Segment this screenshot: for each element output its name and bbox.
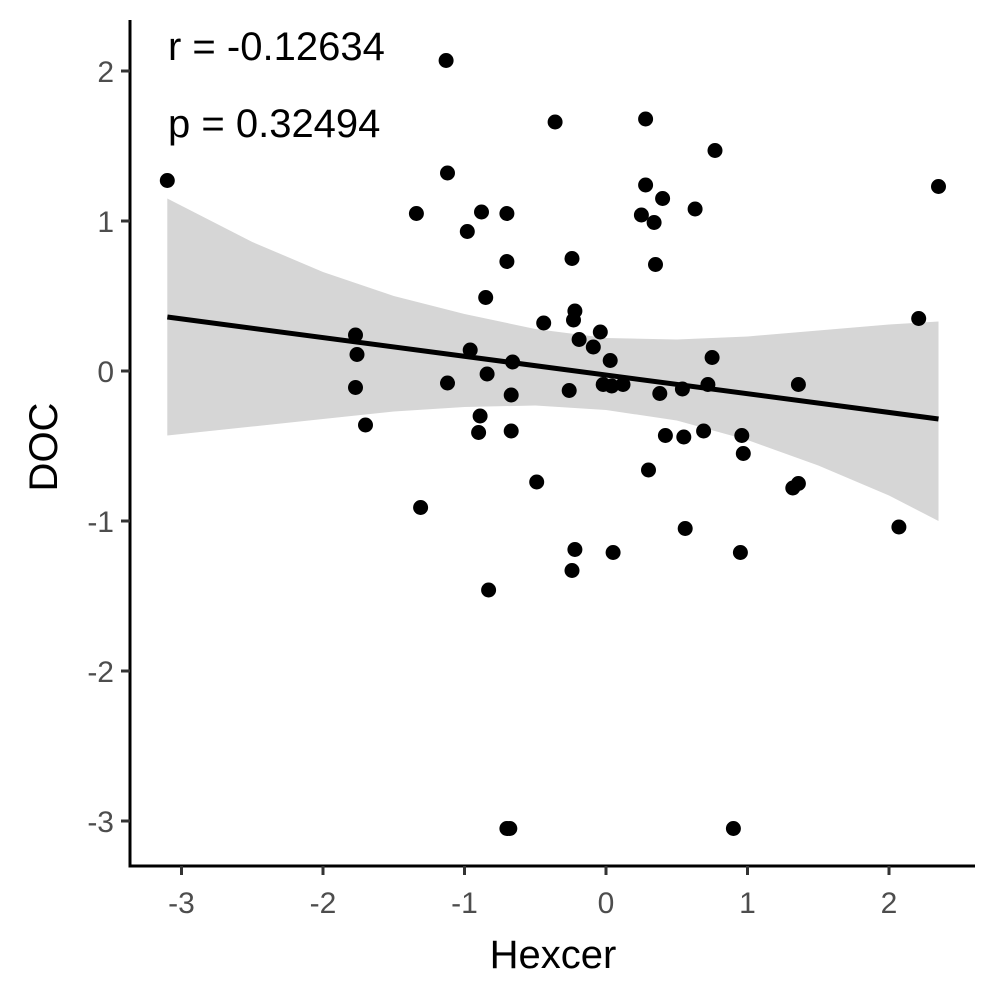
data-point	[564, 251, 580, 266]
data-point	[536, 315, 552, 331]
data-point	[592, 324, 608, 340]
data-point	[440, 375, 455, 391]
data-point	[790, 377, 806, 392]
y-axis-title: DOC	[22, 403, 66, 492]
data-point	[655, 191, 671, 206]
x-tick-label: -1	[451, 887, 478, 920]
data-point	[566, 312, 581, 328]
data-point	[641, 462, 656, 478]
data-point	[571, 332, 587, 347]
data-point	[657, 428, 673, 443]
data-point	[499, 206, 515, 221]
data-point	[648, 257, 663, 272]
data-point	[547, 114, 563, 130]
data-point	[704, 350, 720, 365]
regression-line-layer	[167, 314, 939, 422]
data-point	[602, 353, 618, 368]
correlation-r-label: r = -0.12634	[168, 25, 385, 69]
y-tick-label: -1	[87, 506, 114, 539]
data-point	[615, 377, 631, 392]
data-point	[585, 339, 601, 355]
data-point	[348, 380, 363, 395]
data-point	[471, 425, 487, 440]
regression-line	[167, 314, 939, 422]
data-point	[440, 165, 455, 181]
data-point	[676, 429, 692, 445]
data-point	[499, 821, 515, 836]
data-point	[638, 111, 654, 127]
x-tick-label: 0	[598, 887, 615, 920]
data-point	[931, 179, 946, 194]
data-point	[474, 204, 489, 220]
data-point	[790, 476, 806, 491]
data-point	[652, 386, 668, 401]
y-tick-label: 2	[97, 56, 114, 89]
data-point	[408, 206, 424, 221]
x-tick-label: -3	[168, 887, 195, 920]
data-point	[564, 563, 580, 578]
data-point	[478, 290, 494, 305]
data-point	[503, 423, 519, 439]
data-point	[604, 378, 620, 394]
data-point	[891, 519, 907, 535]
data-point	[725, 821, 741, 836]
correlation-p-label: p = 0.32494	[168, 102, 380, 146]
data-point	[349, 347, 365, 362]
data-point	[348, 327, 363, 343]
axes-layer: -3 -2 -1 0 1 2 -3 -2 -1 0 1 2	[87, 20, 975, 920]
data-point	[462, 342, 478, 358]
data-point	[734, 428, 750, 443]
data-point	[735, 446, 751, 461]
data-point	[646, 215, 662, 230]
data-point	[687, 201, 703, 217]
y-tick-label: 0	[97, 356, 114, 389]
data-point	[638, 177, 654, 193]
data-point	[503, 387, 519, 403]
data-point	[605, 545, 621, 560]
y-tick-label: 1	[97, 206, 114, 239]
data-point	[438, 53, 454, 68]
data-point	[479, 366, 495, 382]
x-tick-label: 2	[881, 887, 898, 920]
y-tick-label: -3	[87, 806, 114, 839]
data-point	[499, 254, 515, 269]
confidence-band-layer	[167, 198, 939, 521]
data-point	[413, 500, 429, 515]
data-point	[472, 408, 488, 424]
data-point	[358, 417, 373, 433]
confidence-band	[167, 198, 939, 521]
data-point	[567, 542, 583, 557]
x-tick-label: -2	[310, 887, 337, 920]
data-point	[732, 545, 748, 560]
data-point	[677, 521, 693, 536]
x-tick-label: 1	[739, 887, 756, 920]
data-point	[696, 423, 712, 439]
x-axis-title: Hexcer	[490, 933, 617, 977]
data-point	[459, 224, 475, 239]
data-point	[159, 173, 175, 188]
data-point	[481, 582, 497, 598]
data-point	[561, 383, 577, 398]
y-tick-label: -2	[87, 656, 114, 689]
data-point	[707, 143, 723, 158]
data-point	[911, 311, 927, 326]
data-point	[529, 474, 545, 490]
points-layer	[159, 53, 946, 836]
data-point	[633, 207, 649, 223]
